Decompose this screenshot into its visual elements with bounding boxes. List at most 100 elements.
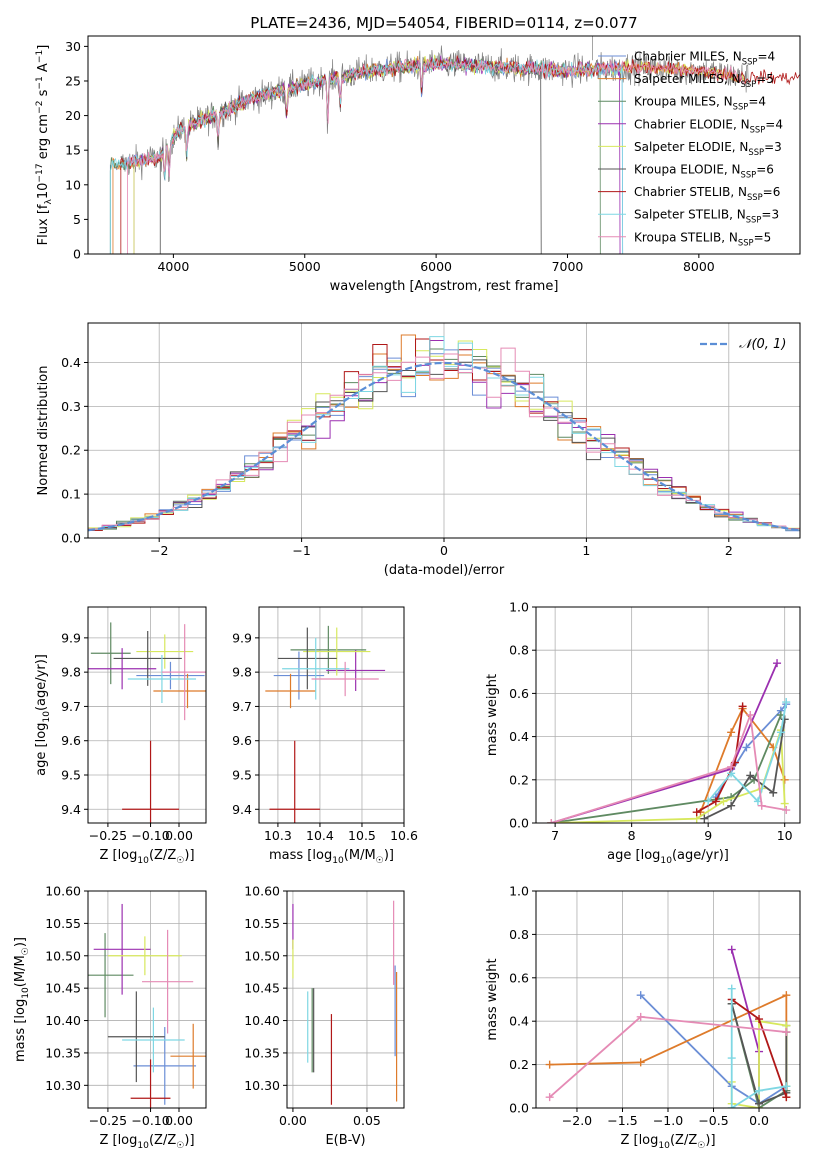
legend-entry-9: Kroupa STELIB, NSSP=5 bbox=[634, 230, 771, 247]
age-vs-z-ytick-label: 9.6 bbox=[61, 733, 81, 748]
residuals-xtick-label: 0 bbox=[440, 543, 448, 558]
weight-vs-age-marker bbox=[727, 728, 736, 737]
mass-vs-z-frame bbox=[84, 890, 207, 1112]
spectrum-title: PLATE=2436, MJD=54054, FIBERID=0114, z=0… bbox=[250, 14, 637, 32]
weight-vs-age-frame bbox=[532, 606, 801, 827]
age-vs-mass-ytick-label: 9.6 bbox=[232, 733, 252, 748]
legend-entry-5: Salpeter ELODIE, NSSP=3 bbox=[634, 140, 782, 157]
weight-vs-age-ytick-label: 1.0 bbox=[509, 600, 529, 615]
mass-vs-z-ytick-label: 10.30 bbox=[45, 1078, 81, 1093]
spectrum-ytick-label: 15 bbox=[65, 143, 81, 158]
mass-vs-z-xtick-label: −0.10 bbox=[131, 1113, 169, 1128]
age-vs-z-ytick-label: 9.8 bbox=[61, 665, 81, 680]
legend-entry-4: Chabrier ELODIE, NSSP=4 bbox=[634, 117, 783, 134]
spectrum-ylabel: Flux [fλ10−17 erg cm−2 s−1 A−1] bbox=[35, 45, 54, 246]
weight-vs-z-ytick-label: 1.0 bbox=[509, 884, 529, 899]
weight-vs-z-marker bbox=[636, 1012, 645, 1021]
mass-vs-z-ytick-label: 10.60 bbox=[45, 884, 81, 899]
weight-vs-z-marker bbox=[545, 1060, 554, 1069]
mass-vs-z-axes bbox=[88, 890, 206, 1108]
weight-vs-age-marker bbox=[700, 814, 709, 823]
weight-vs-z-xtick-label: 0.0 bbox=[749, 1113, 769, 1128]
age-vs-z-plot bbox=[88, 622, 206, 823]
weight-vs-z-marker bbox=[727, 1054, 736, 1063]
legend-entry-7: Chabrier STELIB, NSSP=6 bbox=[634, 185, 780, 202]
weight-vs-z-series-8 bbox=[730, 988, 787, 1108]
weight-vs-z-ylabel: mass weight bbox=[485, 958, 500, 1040]
spectrum-xtick-label: 8000 bbox=[683, 259, 715, 274]
weight-vs-age-marker bbox=[727, 762, 736, 771]
spectrum-xlabel: wavelength [Angstrom, rest frame] bbox=[330, 279, 559, 294]
weight-vs-age-marker bbox=[782, 806, 791, 815]
weight-vs-age-xtick-label: 9 bbox=[704, 828, 712, 843]
legend-entry-1: Chabrier MILES, NSSP=4 bbox=[634, 50, 775, 67]
residuals-ytick-label: 0.2 bbox=[61, 443, 81, 458]
weight-vs-z-xlabel: Z [log10(Z/Z☉)] bbox=[620, 1133, 715, 1151]
age-vs-z-axes bbox=[88, 607, 206, 823]
weight-vs-age-marker bbox=[773, 659, 782, 668]
mass-vs-z-ytick-label: 10.55 bbox=[45, 916, 81, 931]
spectrum-xtick-label: 5000 bbox=[289, 259, 321, 274]
mass-vs-z-ytick-label: 10.45 bbox=[45, 981, 81, 996]
residuals-frame bbox=[84, 322, 801, 542]
spectrum-ytick-label: 30 bbox=[65, 39, 81, 54]
weight-vs-age-marker bbox=[719, 797, 728, 806]
histogram-series-9 bbox=[88, 347, 800, 532]
weight-vs-z-marker bbox=[636, 991, 645, 1000]
age-vs-mass-ytick-label: 9.4 bbox=[232, 802, 252, 817]
legend-entry-6: Kroupa ELODIE, NSSP=6 bbox=[634, 163, 774, 180]
age-vs-mass-xtick-label: 10.5 bbox=[348, 828, 376, 843]
weight-vs-age-ytick-label: 0.8 bbox=[509, 643, 529, 658]
mass-vs-ebv-ytick-label: 10.35 bbox=[244, 1045, 280, 1060]
mass-vs-z-ytick-label: 10.50 bbox=[45, 948, 81, 963]
age-vs-mass-ytick-label: 9.8 bbox=[232, 665, 252, 680]
mass-vs-ebv-ytick-label: 10.50 bbox=[244, 948, 280, 963]
weight-vs-age-xtick-label: 7 bbox=[551, 828, 559, 843]
age-vs-mass-ytick-label: 9.9 bbox=[232, 630, 252, 645]
age-vs-z-ytick-label: 9.9 bbox=[61, 630, 81, 645]
gaussian-legend-label: 𝒩(0, 1) bbox=[739, 337, 786, 352]
weight-vs-z-xtick-label: −0.5 bbox=[698, 1113, 728, 1128]
legend-entry-8: Salpeter STELIB, NSSP=3 bbox=[634, 208, 779, 225]
weight-vs-z-marker bbox=[755, 1086, 764, 1095]
weight-vs-z-ytick-label: 0.4 bbox=[509, 1014, 529, 1029]
weight-vs-z-xtick-label: −1.0 bbox=[653, 1113, 683, 1128]
mass-vs-ebv-axes bbox=[287, 890, 404, 1108]
age-vs-z-ytick-label: 9.4 bbox=[61, 802, 81, 817]
weight-vs-z-ytick-label: 0.0 bbox=[509, 1101, 529, 1116]
age-vs-z-xtick-label: −0.25 bbox=[89, 828, 127, 843]
age-vs-mass-frame bbox=[255, 606, 405, 827]
spectrum-plot bbox=[109, 36, 800, 254]
age-vs-mass-xtick-label: 10.6 bbox=[390, 828, 418, 843]
spectrum-ytick-label: 0 bbox=[73, 247, 81, 262]
weight-vs-age-spines bbox=[535, 606, 801, 824]
weight-vs-z-xtick-label: −2.0 bbox=[562, 1113, 592, 1128]
age-vs-mass-xtick-label: 10.3 bbox=[264, 828, 292, 843]
weight-vs-age-marker bbox=[746, 711, 755, 719]
age-vs-mass-ytick-label: 9.5 bbox=[232, 768, 252, 783]
spectrum-xtick-label: 6000 bbox=[420, 259, 452, 274]
weight-vs-age-marker bbox=[757, 801, 766, 810]
residuals-ytick-label: 0.1 bbox=[61, 487, 81, 502]
weight-vs-z-ytick-label: 0.8 bbox=[509, 927, 529, 942]
weight-vs-z-marker bbox=[782, 1093, 791, 1102]
age-vs-mass-plot bbox=[265, 625, 386, 823]
residuals-ytick-label: 0.3 bbox=[61, 399, 81, 414]
weight-vs-age-marker bbox=[711, 797, 720, 806]
age-vs-mass-xlabel: mass [log10(M/M☉)] bbox=[269, 848, 394, 866]
legend-entry-2: Salpeter MILES, NSSP=5 bbox=[634, 72, 774, 89]
mass-vs-z-spines bbox=[87, 890, 207, 1109]
spectrum-model-line-9 bbox=[127, 58, 745, 254]
weight-vs-age-marker bbox=[742, 743, 751, 752]
mass-vs-ebv-ytick-label: 10.40 bbox=[244, 1013, 280, 1028]
age-vs-z-ytick-label: 9.5 bbox=[61, 768, 81, 783]
weight-vs-age-marker bbox=[782, 698, 791, 707]
weight-vs-z-ytick-label: 0.6 bbox=[509, 970, 529, 985]
weight-vs-age-xlabel: age [log10(age/yr)] bbox=[607, 848, 729, 866]
mass-vs-z-ylabel: mass [log10(M/M☉)] bbox=[13, 937, 31, 1062]
mass-vs-ebv-spines bbox=[286, 890, 405, 1109]
spectrum-ytick-label: 10 bbox=[65, 177, 81, 192]
weight-vs-age-marker bbox=[746, 771, 755, 780]
weight-vs-age-marker bbox=[780, 715, 789, 724]
